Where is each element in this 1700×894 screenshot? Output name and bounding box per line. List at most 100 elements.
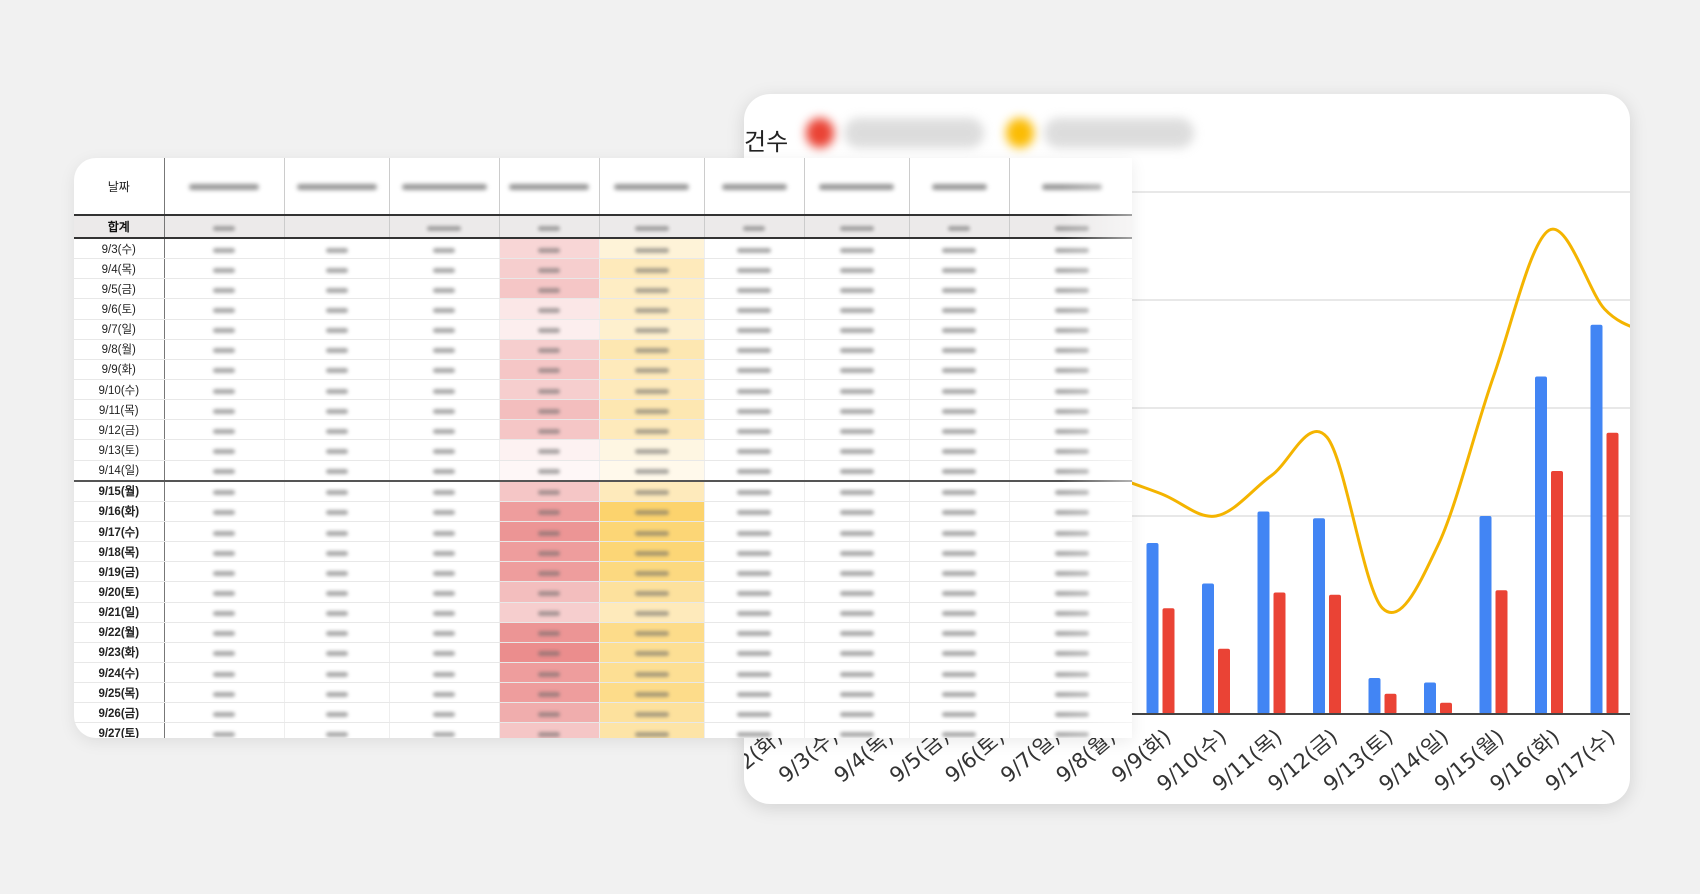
table-cell[interactable]	[804, 642, 910, 663]
table-cell[interactable]	[499, 298, 600, 320]
table-cell[interactable]	[804, 460, 910, 482]
table-cell[interactable]	[704, 278, 805, 300]
table-cell[interactable]	[164, 602, 285, 623]
table-cell[interactable]	[1009, 379, 1132, 401]
table-cell[interactable]	[599, 399, 705, 421]
table-cell[interactable]	[804, 359, 910, 380]
table-cell[interactable]	[704, 419, 805, 441]
date-cell[interactable]: 9/24(수)	[74, 662, 165, 684]
table-cell[interactable]	[1009, 501, 1132, 522]
table-cell[interactable]	[599, 439, 705, 461]
table-cell[interactable]	[284, 622, 390, 643]
bar-series-2[interactable]	[1551, 471, 1563, 714]
date-cell[interactable]: 9/19(금)	[74, 561, 165, 583]
table-cell[interactable]	[704, 561, 805, 583]
table-cell[interactable]	[909, 439, 1010, 461]
table-cell[interactable]	[389, 439, 500, 461]
table-cell[interactable]	[499, 439, 600, 461]
column-header[interactable]	[284, 158, 390, 216]
table-cell[interactable]	[389, 339, 500, 360]
table-cell[interactable]	[284, 258, 390, 280]
table-cell[interactable]	[389, 319, 500, 340]
table-cell[interactable]	[804, 480, 910, 502]
date-cell[interactable]: 9/11(목)	[74, 399, 165, 421]
bar-series-1[interactable]	[1479, 516, 1492, 714]
table-cell[interactable]	[704, 359, 805, 380]
date-cell[interactable]: 9/9(화)	[74, 359, 165, 380]
date-cell[interactable]: 9/15(월)	[74, 480, 165, 502]
table-cell[interactable]	[704, 642, 805, 663]
table-cell[interactable]	[704, 399, 805, 421]
table-cell[interactable]	[909, 722, 1010, 738]
table-cell[interactable]	[704, 339, 805, 360]
bar-series-2[interactable]	[1384, 693, 1397, 714]
bar-series-1[interactable]	[1368, 678, 1381, 714]
table-cell[interactable]	[389, 602, 500, 623]
date-cell[interactable]: 9/22(월)	[74, 622, 165, 643]
table-cell[interactable]	[804, 702, 910, 724]
table-cell[interactable]	[599, 662, 705, 684]
table-cell[interactable]	[164, 642, 285, 663]
table-cell[interactable]	[1009, 541, 1132, 563]
table-cell[interactable]	[284, 642, 390, 663]
table-cell[interactable]	[909, 541, 1010, 563]
table-cell[interactable]	[499, 642, 600, 663]
date-cell[interactable]: 9/26(금)	[74, 702, 165, 724]
column-header[interactable]	[499, 158, 600, 216]
table-cell[interactable]	[599, 501, 705, 522]
bar-series-1[interactable]	[1590, 324, 1603, 714]
table-cell[interactable]	[804, 238, 910, 260]
table-cell[interactable]	[284, 359, 390, 380]
table-cell[interactable]	[909, 480, 1010, 502]
table-cell[interactable]	[164, 258, 285, 280]
table-cell[interactable]	[1009, 319, 1132, 340]
bar-series-1[interactable]	[1146, 543, 1159, 714]
table-cell[interactable]	[599, 379, 705, 401]
table-cell[interactable]	[1009, 642, 1132, 663]
column-header[interactable]	[389, 158, 500, 216]
bar-series-2[interactable]	[1606, 432, 1619, 714]
table-cell[interactable]	[909, 258, 1010, 280]
table-cell[interactable]	[284, 480, 390, 502]
table-cell[interactable]	[164, 419, 285, 441]
table-cell[interactable]	[389, 460, 500, 482]
table-cell[interactable]	[1009, 702, 1132, 724]
total-cell[interactable]	[804, 215, 910, 239]
table-cell[interactable]	[704, 682, 805, 704]
table-cell[interactable]	[804, 339, 910, 360]
table-cell[interactable]	[599, 602, 705, 623]
table-cell[interactable]	[164, 682, 285, 704]
table-cell[interactable]	[389, 298, 500, 320]
date-cell[interactable]: 9/16(화)	[74, 501, 165, 522]
table-cell[interactable]	[164, 521, 285, 543]
table-cell[interactable]	[499, 722, 600, 738]
table-cell[interactable]	[599, 298, 705, 320]
date-column-header[interactable]: 날짜	[74, 158, 165, 216]
table-cell[interactable]	[599, 480, 705, 502]
table-cell[interactable]	[804, 541, 910, 563]
table-cell[interactable]	[389, 359, 500, 380]
table-cell[interactable]	[909, 642, 1010, 663]
table-cell[interactable]	[164, 702, 285, 724]
bar-series-2[interactable]	[1273, 592, 1286, 715]
table-cell[interactable]	[704, 238, 805, 260]
total-label[interactable]: 합계	[74, 215, 165, 239]
table-cell[interactable]	[704, 298, 805, 320]
table-cell[interactable]	[499, 501, 600, 522]
date-cell[interactable]: 9/7(일)	[74, 319, 165, 340]
table-cell[interactable]	[704, 258, 805, 280]
table-cell[interactable]	[164, 278, 285, 300]
table-cell[interactable]	[909, 379, 1010, 401]
table-cell[interactable]	[704, 439, 805, 461]
table-cell[interactable]	[704, 722, 805, 738]
table-cell[interactable]	[804, 501, 910, 522]
table-cell[interactable]	[389, 622, 500, 643]
table-cell[interactable]	[389, 702, 500, 724]
table-cell[interactable]	[284, 379, 390, 401]
table-cell[interactable]	[284, 460, 390, 482]
column-header[interactable]	[909, 158, 1010, 216]
table-cell[interactable]	[909, 622, 1010, 643]
table-cell[interactable]	[499, 702, 600, 724]
total-cell[interactable]	[284, 215, 390, 239]
table-cell[interactable]	[1009, 399, 1132, 421]
